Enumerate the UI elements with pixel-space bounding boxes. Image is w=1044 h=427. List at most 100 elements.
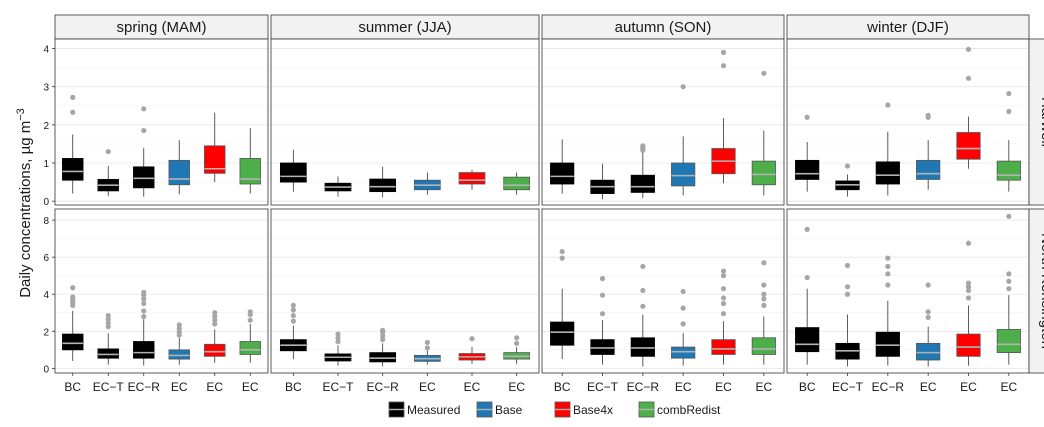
box-Measured: [875, 161, 900, 185]
x-tick-label: BC: [799, 380, 816, 394]
outlier-point: [290, 302, 296, 308]
facet-panel: BC EC−T EC−R EC EC EC 0 2 4 6 8: [43, 208, 269, 394]
panel-border: [541, 208, 785, 374]
season-strip: [541, 14, 785, 40]
outlier-point: [1006, 90, 1012, 97]
outlier-point: [885, 263, 891, 270]
box-combRedist: [239, 341, 261, 355]
outlier-point: [290, 312, 296, 319]
facet-panel: summer (JJA): [270, 14, 540, 206]
panel-background: [271, 39, 539, 205]
outlier-point: [469, 336, 475, 342]
outlier-point: [105, 312, 111, 319]
outlier-point: [335, 338, 341, 345]
legend-label: Base: [495, 403, 523, 417]
outlier-point: [105, 324, 111, 330]
outlier-point: [885, 271, 891, 277]
outlier-point: [290, 307, 296, 313]
x-tick-label: EC−R: [872, 380, 905, 394]
facet-panel: BC EC−T EC−R EC EC EC: [541, 208, 785, 394]
panel-background: [55, 39, 268, 205]
box-combRedist: [996, 329, 1021, 354]
outlier-point: [599, 311, 606, 317]
legend-label: Measured: [407, 403, 460, 417]
outlier-point: [1006, 271, 1012, 277]
box-combRedist: [503, 176, 531, 191]
outlier-point: [965, 240, 972, 246]
facet-panel: autumn (SON): [541, 14, 785, 206]
x-tick-label: EC: [1000, 380, 1017, 394]
outlier-point: [105, 148, 111, 155]
outlier-point: [247, 317, 253, 323]
facet-panel: spring (MAM) 0 1 2 3 4: [43, 14, 269, 208]
outlier-point: [720, 49, 727, 55]
box-Base4x: [956, 132, 981, 160]
outlier-point: [141, 308, 147, 314]
panel-background: [542, 39, 784, 205]
y-tick-label: 0: [43, 197, 49, 208]
outlier-point: [965, 284, 972, 290]
box-Measured: [62, 158, 84, 181]
x-tick-label: EC: [755, 380, 772, 394]
facet-panels: spring (MAM) 0 1 2 3 4 summer (JJA) autumn (SON…: [43, 14, 1044, 394]
outlier-point: [965, 287, 972, 294]
outlier-point: [640, 263, 646, 270]
outlier-point: [720, 286, 727, 292]
outlier-point: [804, 274, 810, 281]
box-combRedist: [751, 337, 776, 355]
x-tick-label: EC−T: [587, 380, 619, 394]
box-Measured: [369, 352, 397, 363]
outlier-point: [680, 305, 686, 311]
box-Measured: [133, 341, 155, 359]
outlier-point: [761, 70, 767, 76]
season-strip-label: winter (DJF): [866, 19, 949, 36]
legend-item: Measured: [388, 401, 460, 418]
outlier-point: [335, 335, 341, 341]
season-strip-label: summer (JJA): [358, 19, 451, 36]
outlier-point: [804, 114, 810, 120]
outlier-point: [559, 255, 565, 261]
y-axis-title-text: Daily concentrations, µg m: [17, 121, 34, 298]
season-strip: [54, 14, 269, 40]
box-Base: [916, 159, 941, 180]
outlier-point: [212, 310, 218, 316]
y-tick-label: 6: [43, 253, 49, 264]
panel-border: [541, 38, 785, 206]
legend-item: Base: [476, 401, 523, 418]
outlier-point: [212, 313, 218, 320]
outlier-point: [380, 333, 386, 339]
season-strip-label: spring (MAM): [116, 19, 206, 36]
outlier-point: [70, 109, 76, 115]
outlier-point: [761, 296, 767, 302]
outlier-point: [965, 280, 972, 286]
box-Measured: [550, 321, 575, 346]
outlier-point: [380, 327, 386, 333]
x-tick-label: EC: [508, 380, 525, 394]
outlier-point: [176, 322, 182, 328]
y-tick-label: 2: [43, 121, 49, 132]
box-Base4x: [956, 333, 981, 357]
box-combRedist: [239, 158, 261, 185]
outlier-point: [335, 331, 341, 337]
legend-item: Base4x: [554, 401, 613, 418]
outlier-point: [1006, 213, 1012, 220]
outlier-point: [514, 340, 520, 346]
outlier-point: [844, 284, 851, 290]
x-tick-label: EC: [960, 380, 977, 394]
box-Base4x: [204, 343, 226, 357]
box-combRedist: [996, 160, 1021, 181]
outlier-point: [141, 296, 147, 302]
y-tick-label: 4: [43, 290, 49, 301]
y-axis-title-superscript: −3: [15, 108, 27, 121]
x-tick-label: EC: [206, 380, 223, 394]
x-tick-label: EC−T: [832, 380, 864, 394]
box-Measured: [630, 337, 655, 357]
x-tick-label: EC: [242, 380, 259, 394]
outlier-point: [720, 295, 727, 301]
outlier-point: [965, 295, 972, 301]
outlier-point: [105, 320, 111, 326]
outlier-point: [925, 314, 931, 321]
x-tick-label: EC−R: [627, 380, 660, 394]
panel-background: [271, 209, 539, 373]
